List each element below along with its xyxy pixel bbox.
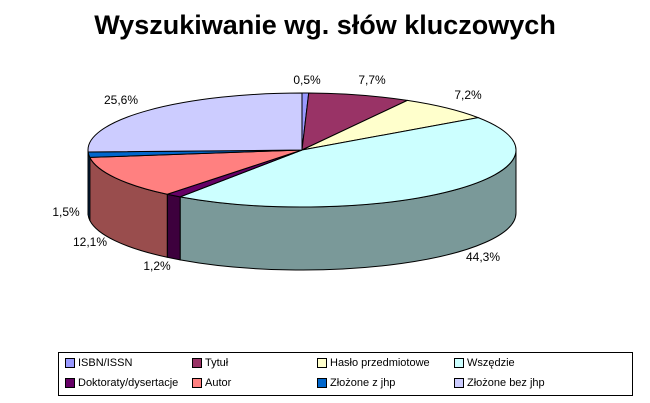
legend-item-zlozone-bez-jhp: Złożone bez jhp (454, 377, 545, 389)
legend-item-wszedzie: Wszędzie (454, 357, 515, 369)
legend-swatch (65, 378, 75, 388)
pie-chart: 0,5% 7,7% 7,2% 44,3% 1,2% 12,1% 1,5% 25,6% (52, 73, 517, 273)
legend-label: Autor (205, 377, 232, 389)
data-label-autor: 12,1% (73, 235, 107, 249)
pie-sides (87, 149, 517, 271)
data-label-isbn-issn: 0,5% (293, 73, 321, 87)
legend-item-haslo-przedmiotowe: Hasło przedmiotowe (317, 357, 430, 369)
legend-swatch (192, 378, 202, 388)
data-label-zlozone-bez-jhp: 25,6% (104, 93, 138, 107)
legend-label: Doktoraty/dysertacje (78, 377, 179, 389)
legend-label: Złożone z jhp (330, 377, 396, 389)
legend-label: Złożone bez jhp (467, 377, 545, 389)
data-label-zlozone-z-jhp: 1,5% (52, 205, 80, 219)
chart-legend: ISBN/ISSN Tytuł Hasło przedmiotowe Wszędzie… (58, 352, 633, 396)
legend-swatch (454, 358, 464, 368)
data-label-wszedzie: 44,3% (466, 250, 500, 264)
legend-swatch (317, 378, 327, 388)
legend-swatch (65, 358, 75, 368)
legend-swatch (454, 378, 464, 388)
data-label-haslo-przedmiotowe: 7,2% (454, 88, 482, 102)
pie-side-doktoraty-dysertacje (166, 193, 181, 261)
legend-label: Wszędzie (467, 357, 515, 369)
pie-slice-tytul (301, 92, 410, 151)
legend-item-autor: Autor (192, 377, 231, 389)
legend-label: Tytuł (205, 357, 229, 369)
legend-item-isbn-issn: ISBN/ISSN (65, 357, 132, 369)
legend-swatch (317, 358, 327, 368)
legend-swatch (192, 358, 202, 368)
legend-item-tytul: Tytuł (192, 357, 228, 369)
legend-item-zlozone-z-jhp: Złożone z jhp (317, 377, 395, 389)
chart-title: Wyszukiwanie wg. słów kluczowych (94, 10, 556, 40)
pie-slice-autor (89, 149, 303, 195)
data-label-tytul: 7,7% (358, 73, 386, 87)
pie-slice-zlozone-bez-jhp (87, 92, 303, 153)
pie-slice-wszedzie (178, 117, 517, 208)
data-label-doktoraty-dysertacje: 1,2% (143, 259, 171, 273)
pie-tops (87, 92, 517, 208)
legend-label: ISBN/ISSN (78, 357, 133, 369)
legend-label: Hasło przedmiotowe (330, 357, 430, 369)
legend-item-doktoraty-dysertacje: Doktoraty/dysertacje (65, 377, 178, 389)
